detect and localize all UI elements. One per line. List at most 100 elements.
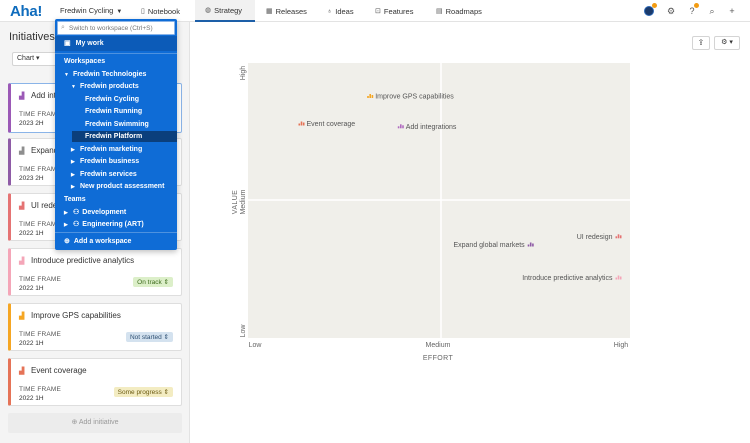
status-badge[interactable]: On track ⇕ xyxy=(133,277,173,287)
share-button[interactable]: ⇪ xyxy=(692,36,710,50)
nav-label: Releases xyxy=(275,6,307,16)
expand-icon: ▶ xyxy=(64,210,68,216)
point-marker-bar xyxy=(615,277,618,280)
data-points: Improve GPS capabilities Event coverage Ad… xyxy=(298,94,622,282)
point-label: Add integrations xyxy=(406,124,457,131)
workspace-item-fredwin-running[interactable]: Fredwin Running xyxy=(85,108,142,115)
workspace-item-fredwin-technologies[interactable]: ▼ Fredwin Technologies xyxy=(64,71,146,78)
card-title-row: ▟ Event coverage xyxy=(19,366,87,375)
initiative-icon: ▟ xyxy=(19,93,25,100)
settings-dropdown-button[interactable]: ⚙ ▾ xyxy=(714,36,740,50)
workspace-item-fredwin-products[interactable]: ▼ Fredwin products xyxy=(71,83,139,90)
team-item-engineering-art[interactable]: ▶ ⚇ Engineering (ART) xyxy=(64,220,144,228)
chart-point[interactable]: Add integrations xyxy=(397,124,457,131)
workspace-switcher[interactable]: Fredwin Cycling ▼ xyxy=(60,6,122,15)
card-title: Event coverage xyxy=(31,366,87,375)
team-item-development[interactable]: ▶ ⚇ Development xyxy=(64,208,126,216)
workspace-search-input[interactable] xyxy=(69,23,173,33)
workspace-label: Fredwin services xyxy=(80,171,137,178)
expand-icon: ▶ xyxy=(71,172,75,178)
status-label: Some progress xyxy=(117,389,162,396)
workspace-label: Fredwin products xyxy=(80,83,139,90)
strategy-icon: ◍ xyxy=(205,7,212,14)
workspaces-header: Workspaces xyxy=(64,58,106,65)
initiative-card[interactable]: ▟ Introduce predictive analytics TIME FRA… xyxy=(8,248,182,296)
workspace-label: Fredwin Swimming xyxy=(85,121,149,128)
chart-point[interactable]: Introduce predictive analytics xyxy=(522,275,622,282)
point-marker-bar xyxy=(617,275,620,280)
top-bar: Aha! Fredwin Cycling ▼ ▯ Notebook ◍ Strateg… xyxy=(0,0,750,22)
expand-icon: ▶ xyxy=(71,147,75,153)
initiative-card[interactable]: ▟ Event coverage TIME FRAME 2022 1H Some … xyxy=(8,358,182,406)
workspace-label: Fredwin marketing xyxy=(80,146,143,153)
aha-logo[interactable]: Aha! xyxy=(10,3,43,20)
workspace-label: Fredwin Cycling xyxy=(85,96,140,103)
expand-icon: ▼ xyxy=(64,72,69,78)
workspace-search[interactable]: ⌕ xyxy=(57,21,175,35)
initiative-card[interactable]: ▟ Improve GPS capabilities TIME FRAME 202… xyxy=(8,303,182,351)
avatar[interactable] xyxy=(644,6,654,16)
chart-point[interactable]: Event coverage xyxy=(298,121,356,128)
workspace-item-fredwin-swimming[interactable]: Fredwin Swimming xyxy=(85,121,149,128)
point-marker-bar xyxy=(369,94,371,98)
initiative-icon: ▟ xyxy=(19,313,25,320)
nav-ideas[interactable]: ♁ Ideas xyxy=(327,0,354,22)
sort-icon: ⇕ xyxy=(163,279,169,286)
y-tick-medium: Medium xyxy=(240,189,247,214)
x-axis-label: EFFORT xyxy=(423,355,454,362)
workspace-label: New product assessment xyxy=(80,183,165,190)
workspace-label: Fredwin Running xyxy=(85,108,143,115)
point-marker-bar xyxy=(400,124,402,129)
workspace-item-fredwin-business[interactable]: ▶ Fredwin business xyxy=(71,158,139,165)
card-title-row: ▟ Introduce predictive analytics xyxy=(19,256,134,265)
nav-features[interactable]: ⊡ Features xyxy=(375,0,413,22)
gear-icon[interactable]: ⚙ xyxy=(666,6,676,16)
add-workspace-button[interactable]: ⊕ Add a workspace xyxy=(64,237,131,245)
workspace-label: Fredwin Platform xyxy=(85,133,143,140)
add-initiative-button[interactable]: ⊕ Add initiative xyxy=(8,413,182,433)
briefcase-icon: ▣ xyxy=(64,40,71,47)
plus-icon[interactable]: + xyxy=(729,6,735,16)
nav-label: Roadmaps xyxy=(445,6,482,16)
help-icon[interactable]: ? xyxy=(689,6,695,16)
team-label: Development xyxy=(82,209,127,216)
team-label: Engineering (ART) xyxy=(82,221,144,228)
point-marker-bar xyxy=(367,96,369,98)
point-marker-bar xyxy=(300,121,303,126)
chart-point[interactable]: Expand global markets xyxy=(453,242,534,249)
initiative-icon: ▟ xyxy=(19,148,25,155)
point-marker-bar xyxy=(532,243,534,247)
roadmap-icon: ▤ xyxy=(436,8,443,15)
gear-icon: ⚙ ▾ xyxy=(721,39,733,46)
nav-label: Notebook xyxy=(147,6,180,16)
timeframe-value: 2022 1H xyxy=(19,395,44,402)
chart-point[interactable]: UI redesign xyxy=(577,234,622,241)
y-tick-low: Low xyxy=(240,324,247,338)
nav-strategy[interactable]: ◍ Strategy xyxy=(195,0,255,22)
card-title-row: ▟ UI redesign xyxy=(19,201,72,210)
my-work-item[interactable]: ▣ My work xyxy=(55,36,177,51)
nav-releases[interactable]: ▦ Releases xyxy=(266,0,307,22)
initiative-icon: ▟ xyxy=(19,368,25,375)
search-icon[interactable]: ⌕ xyxy=(709,6,715,16)
workspace-item-fredwin-cycling[interactable]: Fredwin Cycling xyxy=(85,96,139,103)
x-tick-high: High xyxy=(614,342,629,349)
status-badge[interactable]: Some progress ⇕ xyxy=(113,387,173,397)
chart-point[interactable]: Improve GPS capabilities xyxy=(367,94,454,101)
workspace-item-new-product-assessment[interactable]: ▶ New product assessment xyxy=(71,183,164,190)
workspace-item-fredwin-services[interactable]: ▶ Fredwin services xyxy=(71,171,137,178)
timeframe-label: TIME FRAME xyxy=(19,221,62,228)
point-marker-bar xyxy=(615,236,618,239)
nav-notebook[interactable]: ▯ Notebook xyxy=(141,0,180,22)
workspace-item-fredwin-marketing[interactable]: ▶ Fredwin marketing xyxy=(71,146,142,153)
point-label: UI redesign xyxy=(577,234,613,241)
expand-icon: ▶ xyxy=(71,159,75,165)
workspace-item-fredwin-platform[interactable]: Fredwin Platform xyxy=(85,133,142,140)
nav-label: Features xyxy=(383,6,414,16)
nav-roadmaps[interactable]: ▤ Roadmaps xyxy=(436,0,482,22)
selected-highlight xyxy=(72,131,177,142)
point-marker-bar xyxy=(302,122,305,126)
notebook-icon: ▯ xyxy=(141,8,145,15)
status-badge[interactable]: Not started ⇕ xyxy=(125,332,173,342)
